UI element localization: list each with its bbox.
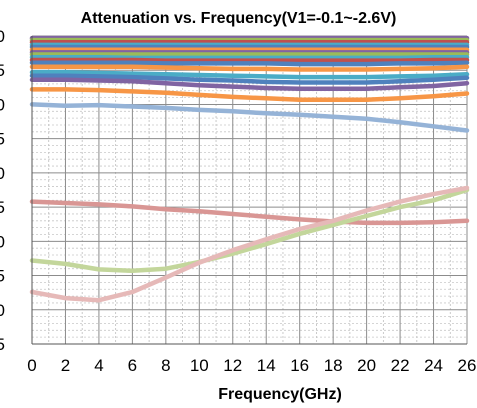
y-tick-label: -25 [0, 61, 5, 80]
x-tick-label: 20 [357, 356, 376, 375]
x-tick-label: 18 [324, 356, 343, 375]
series-lines [29, 35, 470, 303]
chart-title: Attenuation vs. Frequency(V1=-0.1~-2.6V) [80, 10, 397, 27]
series-line-16 [29, 87, 470, 102]
x-tick-label: 2 [61, 356, 70, 375]
axes [31, 36, 467, 345]
series-line-11 [29, 60, 470, 67]
x-tick-label: 22 [391, 356, 410, 375]
x-tick-label: 24 [424, 356, 443, 375]
series-line-20 [29, 185, 470, 303]
series-line-14 [29, 73, 470, 85]
series-line-15 [29, 77, 470, 91]
series-line-12 [29, 64, 470, 72]
y-tick-label: -55 [0, 267, 5, 286]
y-tick-label: -40 [0, 164, 5, 183]
x-axis-title: Frequency(GHz) [218, 386, 342, 403]
series-line-9 [29, 54, 470, 61]
y-tick-labels: -20 -25 -30 -35 -40 -45 -50 -55 -60 -65 [0, 27, 5, 354]
x-tick-label: 14 [257, 356, 276, 375]
y-tick-label: -35 [0, 130, 5, 149]
x-tick-label: 4 [94, 356, 103, 375]
x-tick-label: 6 [128, 356, 137, 375]
x-tick-labels: 0 2 4 6 8 10 12 14 16 18 20 22 24 26 [27, 356, 476, 375]
series-line-17 [29, 102, 470, 133]
x-tick-label: 0 [27, 356, 36, 375]
y-tick-label: -50 [0, 232, 5, 251]
x-tick-label: 16 [290, 356, 309, 375]
series-line-13 [29, 70, 470, 80]
y-tick-label: -60 [0, 301, 5, 320]
y-tick-label: -45 [0, 198, 5, 217]
x-tick-label: 10 [190, 356, 209, 375]
y-tick-label: -65 [0, 335, 5, 354]
y-tick-label: -20 [0, 27, 5, 46]
y-tick-label: -30 [0, 95, 5, 114]
x-tick-label: 26 [458, 356, 477, 375]
x-tick-label: 12 [223, 356, 242, 375]
x-tick-label: 8 [161, 356, 170, 375]
series-line-10 [29, 57, 470, 63]
series-line-19 [29, 187, 470, 274]
series-line-18 [29, 199, 470, 226]
